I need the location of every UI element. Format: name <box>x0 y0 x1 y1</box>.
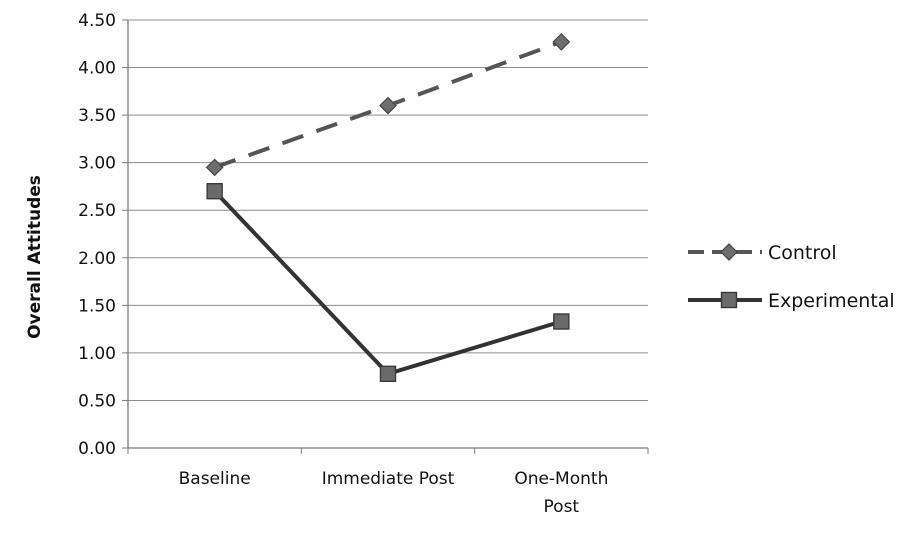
legend-diamond-marker <box>720 243 738 261</box>
series-layer <box>205 33 571 383</box>
legend: Control Experimental <box>688 242 895 312</box>
square-marker <box>379 365 397 383</box>
legend-label: Control <box>768 242 837 264</box>
y-tick-label: 3.50 <box>78 106 116 126</box>
gridlines <box>128 19 648 449</box>
square-marker <box>553 313 570 330</box>
y-axis-title: Overall Attitudes <box>25 175 45 339</box>
y-tick-label: 1.50 <box>78 296 116 316</box>
x-tick-label: One-Month Post <box>514 469 608 517</box>
series-line <box>213 189 562 376</box>
legend-item: Control <box>688 242 837 264</box>
diamond-marker <box>552 33 571 51</box>
y-tick-labels: 0.00 0.50 1.00 1.50 2.00 2.50 3.00 3.50 4.00 4.50 <box>78 11 116 459</box>
y-tick-label: 4.00 <box>78 59 116 79</box>
legend-square-marker <box>720 291 738 309</box>
axes <box>122 19 649 454</box>
x-tick-labels: Baseline Immediate Post One-Month Post <box>179 469 609 517</box>
square-marker <box>206 182 223 200</box>
y-tick-label: 1.00 <box>78 344 116 364</box>
y-tick-label: 2.50 <box>78 201 116 221</box>
legend-item: Experimental <box>688 290 895 312</box>
legend-label: Experimental <box>768 290 895 312</box>
y-tick-label: 3.00 <box>78 154 116 174</box>
diamond-marker <box>379 96 397 115</box>
x-tick-label: Immediate Post <box>322 469 455 489</box>
series-control <box>205 33 571 177</box>
x-tick-label: Baseline <box>179 469 251 489</box>
y-tick-label: 0.50 <box>78 391 116 411</box>
y-tick-label: 0.00 <box>78 439 116 459</box>
x-tick-label-line: Post <box>544 497 580 517</box>
series-experimental <box>206 182 570 383</box>
y-tick-label: 2.00 <box>78 249 116 269</box>
x-tick-label-line: Immediate Post <box>322 469 455 489</box>
y-tick-label: 4.50 <box>78 11 116 31</box>
x-tick-label-line: Baseline <box>179 469 251 489</box>
x-tick-label-line: One-Month <box>514 469 608 489</box>
diamond-marker <box>205 158 224 177</box>
